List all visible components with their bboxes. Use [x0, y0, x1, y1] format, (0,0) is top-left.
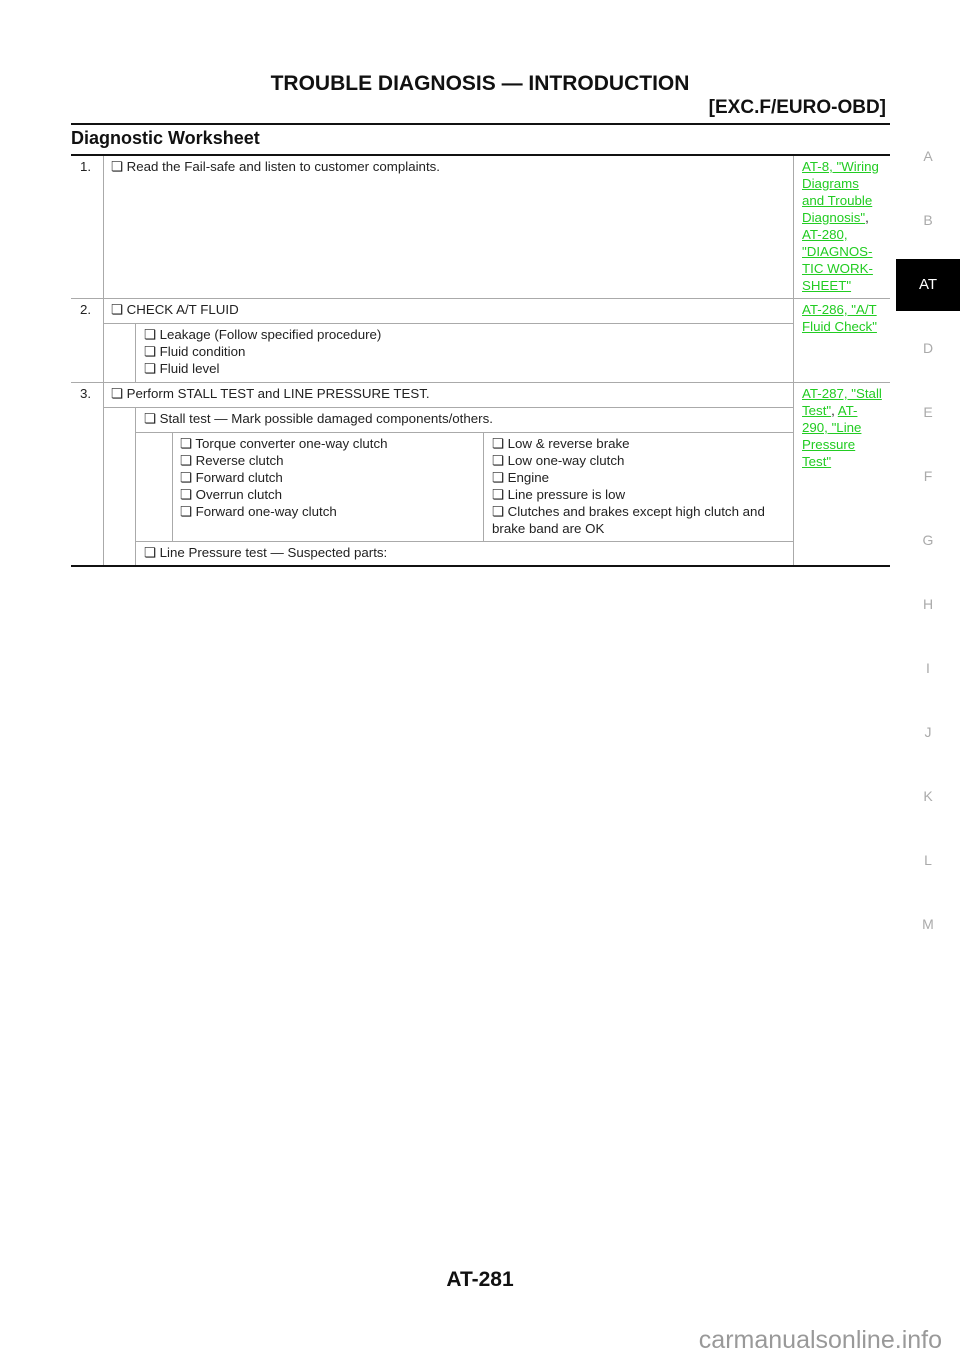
check-item: ❏ Low & reverse brake [492, 436, 630, 451]
table-bottom-border [71, 565, 890, 567]
row-divider [103, 323, 793, 324]
check-item: ❏ Leakage (Follow specified procedure) [144, 327, 382, 342]
link-wiring-diagrams[interactable]: AT-8, "Wiring Diagrams and Trouble Diagn… [802, 159, 879, 225]
page-number: AT-281 [446, 1268, 514, 1291]
check-item: ❏ Overrun clutch [180, 487, 283, 502]
row-divider [71, 382, 890, 383]
col-divider [135, 323, 136, 382]
table-top-border [71, 154, 890, 156]
link-diagnostic-worksheet[interactable]: AT-280, "DIAGNOS- TIC WORK- SHEET" [802, 227, 873, 293]
side-tab-g[interactable]: G [922, 532, 934, 548]
check-item: ❏ Fluid level [144, 361, 220, 376]
stall-test-text: ❏ Stall test — Mark possible damaged com… [144, 411, 493, 426]
separator: , [831, 403, 838, 418]
link-stall-test[interactable]: AT-287, "Stall Test" [802, 386, 882, 418]
side-tab-l[interactable]: L [924, 852, 932, 868]
link-line-pressure-test[interactable]: AT- 290, "Line Pressure Test" [802, 403, 862, 469]
step-number: 3. [80, 386, 92, 401]
check-item: ❏ Fluid condition [144, 344, 246, 359]
page-title: TROUBLE DIAGNOSIS — INTRODUCTION [270, 72, 690, 95]
check-item: ❏ Forward clutch [180, 470, 283, 485]
side-tab-a[interactable]: A [923, 148, 933, 164]
reference-links: AT-287, "Stall Test", AT- 290, "Line Pres… [802, 385, 882, 470]
col-divider [135, 407, 136, 565]
side-tab-j[interactable]: J [924, 724, 932, 740]
side-tab-k[interactable]: K [923, 788, 933, 804]
row-divider [135, 432, 793, 433]
step-number: 2. [80, 302, 92, 317]
reference-links: AT-286, "A/T Fluid Check" [802, 301, 877, 335]
check-item: ❏ Low one-way clutch [492, 453, 625, 468]
side-tab-e[interactable]: E [923, 404, 933, 420]
check-item: ❏ Reverse clutch [180, 453, 284, 468]
row-divider [71, 298, 890, 299]
col-divider [793, 156, 794, 565]
side-tab-i[interactable]: I [926, 660, 930, 676]
side-tab-h[interactable]: H [922, 596, 934, 612]
check-item: ❏ Torque converter one-way clutch [180, 436, 388, 451]
side-tab-d[interactable]: D [922, 340, 934, 356]
col-divider [103, 156, 104, 565]
col-divider [172, 432, 173, 541]
side-tab-f[interactable]: F [923, 468, 933, 484]
step-text: ❏ CHECK A/T FLUID [111, 302, 239, 317]
check-item: ❏ Engine [492, 470, 550, 485]
check-item: ❏ Clutches and brakes except high clutch… [492, 504, 765, 519]
line-pressure-text: ❏ Line Pressure test — Suspected parts: [144, 545, 388, 560]
watermark: carmanualsonline.info [698, 1326, 942, 1354]
row-divider [135, 541, 793, 542]
step-text: ❏ Perform STALL TEST and LINE PRESSURE T… [111, 386, 430, 401]
check-item-continued: brake band are OK [492, 521, 605, 536]
check-item: ❏ Forward one-way clutch [180, 504, 337, 519]
check-item: ❏ Line pressure is low [492, 487, 626, 502]
step-number: 1. [80, 159, 92, 174]
header-rule [71, 123, 890, 125]
page-subtitle: [EXC.F/EURO-OBD] [708, 97, 886, 118]
link-fluid-check[interactable]: AT-286, "A/T Fluid Check" [802, 302, 877, 334]
side-tab-b[interactable]: B [923, 212, 933, 228]
separator: , [865, 210, 869, 225]
side-tab-m[interactable]: M [922, 916, 934, 932]
step-text: ❏ Read the Fail-safe and listen to custo… [111, 159, 440, 174]
reference-links: AT-8, "Wiring Diagrams and Trouble Diagn… [802, 158, 879, 294]
side-tab-at[interactable]: AT [896, 259, 960, 311]
section-title: Diagnostic Worksheet [71, 128, 260, 148]
row-divider [103, 407, 793, 408]
col-divider [483, 432, 484, 541]
